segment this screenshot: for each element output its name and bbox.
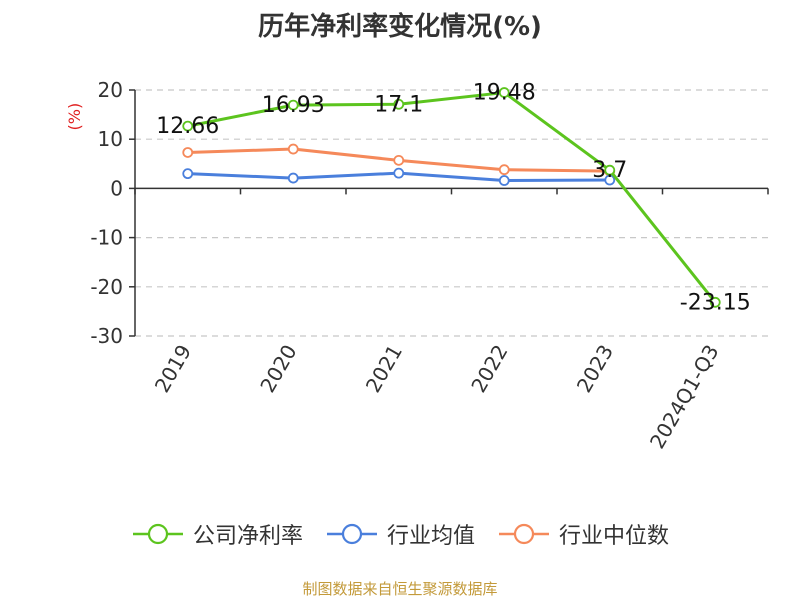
data-point — [498, 175, 510, 186]
series-line — [187, 91, 717, 304]
y-tick-label: -20 — [90, 275, 123, 299]
data-label: 17.1 — [374, 92, 423, 117]
data-label: 16.93 — [262, 93, 325, 118]
x-tick-label: 2023 — [572, 341, 618, 397]
data-point — [182, 147, 194, 158]
x-tick-label: 2019 — [150, 341, 196, 397]
x-tick-label: 2021 — [361, 341, 407, 397]
data-point — [393, 167, 405, 179]
series-lines — [182, 87, 721, 308]
data-labels: 12.66 16.93 17.1 19.48 3.7 -23.15 — [156, 81, 750, 316]
data-label: -23.15 — [680, 290, 751, 315]
data-point — [182, 120, 194, 132]
y-tick-label: -30 — [90, 324, 123, 348]
legend-item[interactable]: 公司净利率 — [131, 518, 303, 550]
chart-title: 历年净利率变化情况(%) — [258, 12, 542, 42]
legend-marker — [147, 523, 169, 545]
legend-label: 行业均值 — [386, 524, 475, 549]
data-point — [182, 168, 194, 180]
gridlines — [135, 89, 768, 337]
data-point — [393, 98, 405, 110]
data-label: 3.7 — [592, 158, 627, 183]
data-point — [709, 296, 721, 308]
y-tick-label: -10 — [90, 226, 123, 250]
legend-item[interactable]: 行业均值 — [325, 518, 475, 550]
data-point — [498, 164, 510, 176]
data-point — [604, 164, 616, 176]
legend: 公司净利率 行业均值 行业中位数 — [0, 518, 800, 550]
legend-item[interactable]: 行业中位数 — [497, 518, 669, 550]
data-point — [393, 154, 405, 166]
source-note: 制图数据来自恒生聚源数据库 — [302, 580, 498, 598]
data-point — [287, 172, 299, 184]
legend-label: 行业中位数 — [559, 524, 670, 549]
y-tick-label: 20 — [98, 78, 123, 102]
y-axis-title: (%) — [65, 103, 84, 131]
legend-marker — [513, 523, 535, 545]
x-tick-label: 2020 — [255, 341, 301, 397]
y-tick-label: 0 — [110, 176, 123, 200]
legend-label: 公司净利率 — [192, 524, 303, 549]
legend-swatch — [132, 523, 183, 545]
data-point — [287, 99, 299, 111]
legend-swatch — [499, 523, 549, 545]
y-tick-label: 10 — [98, 127, 123, 151]
legend-swatch — [326, 523, 377, 545]
x-tick-label: 2024Q1-Q3 — [645, 341, 724, 453]
x-tick-label: 2022 — [466, 341, 512, 397]
data-label: 12.66 — [156, 114, 219, 139]
data-point — [498, 87, 510, 98]
data-point — [287, 143, 299, 155]
data-label: 19.48 — [473, 81, 536, 106]
legend-marker — [341, 523, 363, 545]
